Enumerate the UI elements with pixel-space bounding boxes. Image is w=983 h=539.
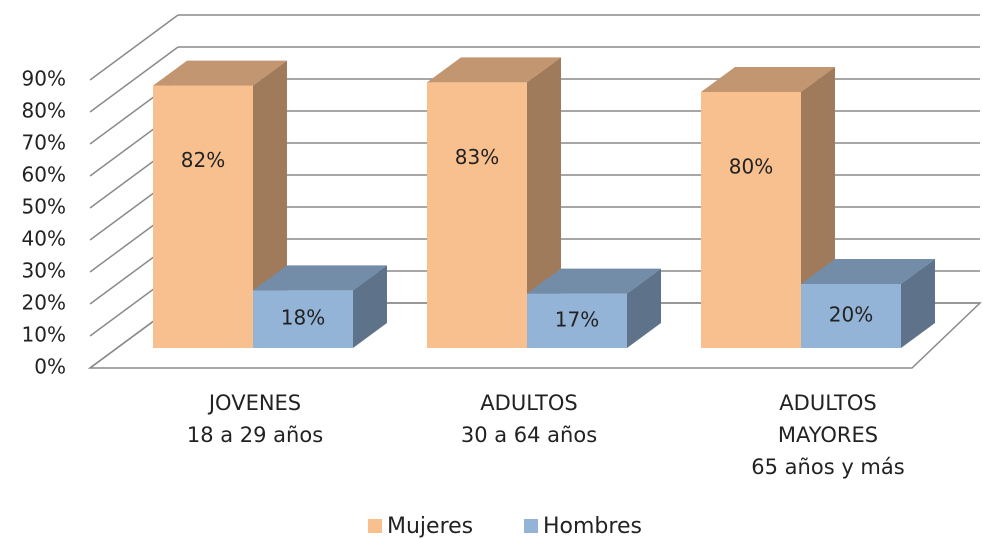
- bar-top: [527, 268, 661, 294]
- bar: [801, 259, 935, 348]
- y-tick-label: 50%: [22, 195, 66, 219]
- y-tick-label: 80%: [22, 99, 66, 123]
- bar-top: [153, 60, 287, 86]
- y-tick-label: 70%: [22, 131, 66, 155]
- x-tick-label: 30 a 64 años: [461, 423, 597, 447]
- bar: [527, 268, 661, 348]
- x-tick-label: ADULTOS: [779, 391, 876, 415]
- bar-top: [253, 265, 387, 291]
- bar-front: [527, 293, 627, 348]
- data-label: 20%: [829, 303, 873, 327]
- bar: [253, 265, 387, 348]
- x-tick-label: ADULTOS: [480, 391, 577, 415]
- y-tick-label: 30%: [22, 259, 66, 283]
- y-tick-label: 60%: [22, 163, 66, 187]
- bar-top: [701, 67, 835, 92]
- bar-side: [627, 268, 661, 348]
- bar: [701, 67, 835, 348]
- data-label: 82%: [181, 148, 225, 172]
- x-tick-label: JOVENES: [207, 391, 301, 415]
- legend-swatch: [368, 519, 382, 533]
- bar-front: [701, 92, 801, 348]
- bar-side: [901, 259, 935, 348]
- bar-side: [353, 265, 387, 348]
- y-tick-label: 20%: [22, 291, 66, 315]
- x-tick-label: 65 años y más: [751, 455, 904, 479]
- data-label: 80%: [729, 155, 773, 179]
- x-tick-label: 18 a 29 años: [187, 423, 323, 447]
- y-tick-label: 40%: [22, 227, 66, 251]
- data-label: 18%: [281, 306, 325, 330]
- bar-top: [801, 259, 935, 284]
- bar-front: [801, 284, 901, 348]
- legend-label: Hombres: [543, 514, 642, 539]
- legend-label: Mujeres: [387, 514, 473, 539]
- bar-front: [427, 82, 527, 349]
- data-label: 17%: [555, 307, 599, 331]
- y-tick-label: 10%: [22, 323, 66, 347]
- grid-line: [89, 46, 179, 113]
- y-tick-label: 0%: [34, 355, 66, 379]
- y-tick-label: 90%: [22, 67, 66, 91]
- bar-front: [253, 290, 353, 348]
- bar-front: [153, 85, 253, 348]
- data-label: 83%: [455, 145, 499, 169]
- legend-swatch: [524, 519, 538, 533]
- x-tick-label: MAYORES: [778, 423, 878, 447]
- bar-top: [427, 57, 561, 83]
- grid-line: [89, 14, 179, 81]
